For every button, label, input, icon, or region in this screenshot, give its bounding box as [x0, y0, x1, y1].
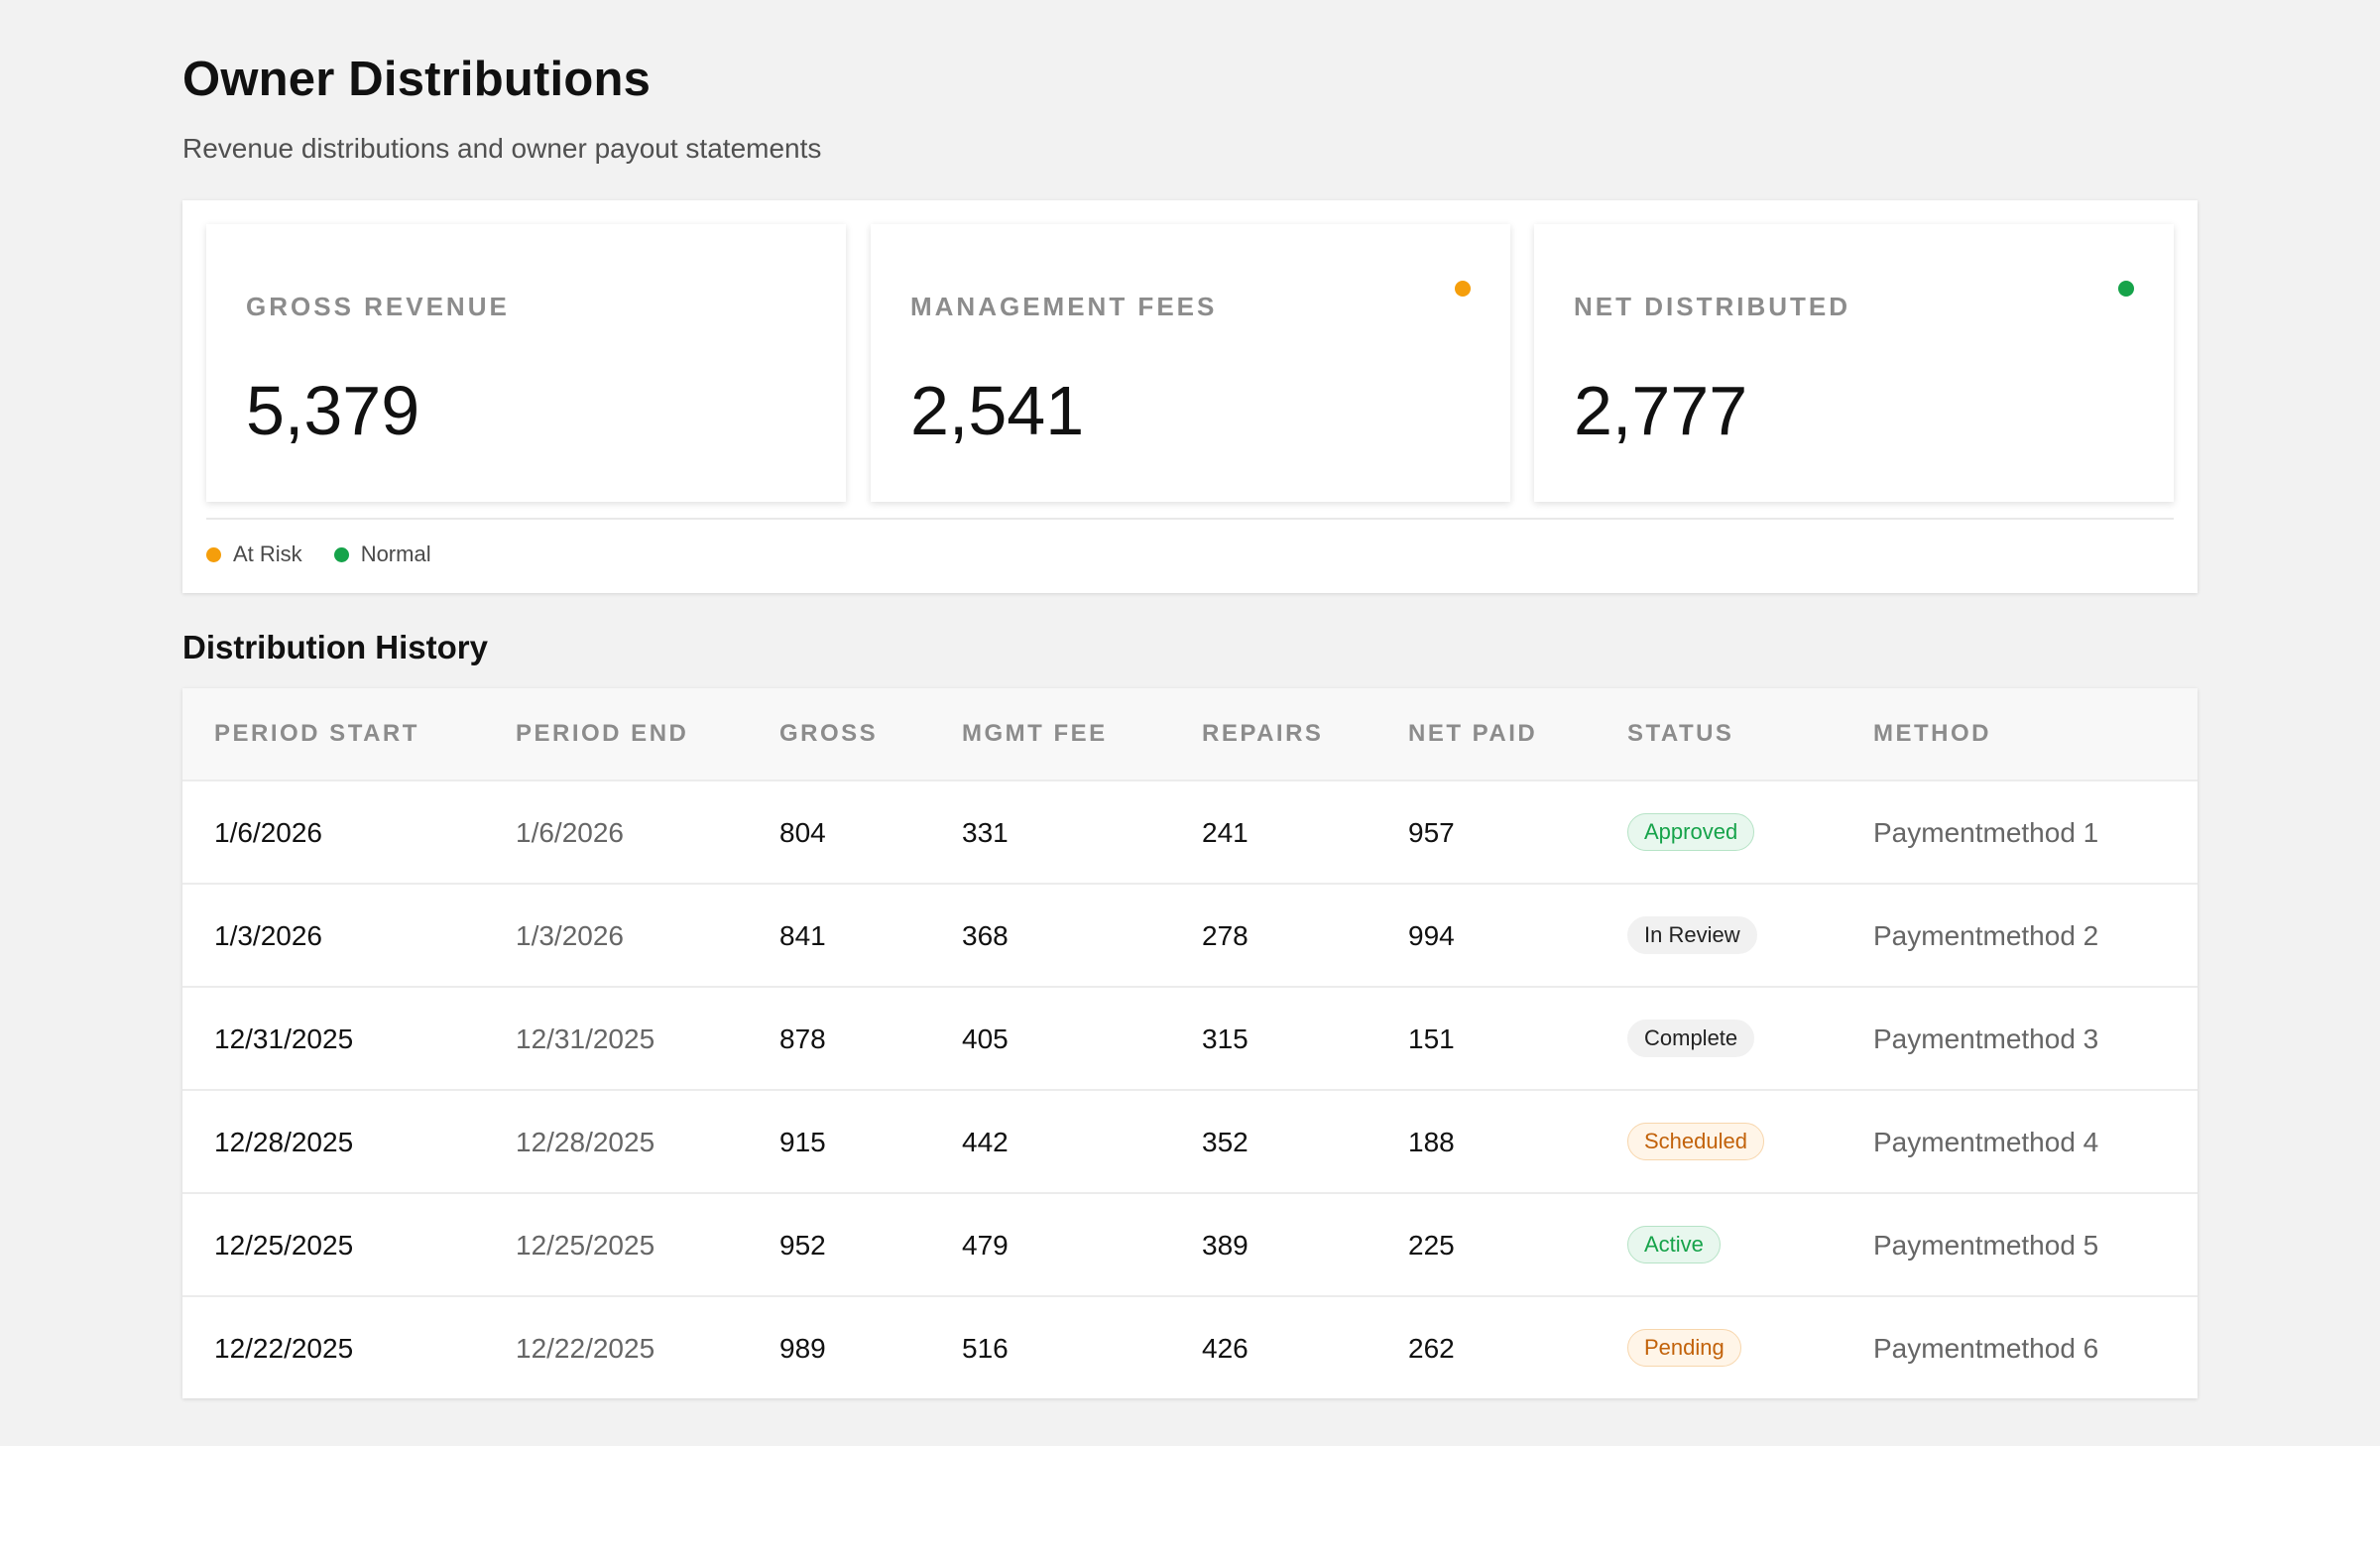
- cell-gross: 989: [779, 1333, 826, 1364]
- cell-repairs: 389: [1202, 1230, 1249, 1261]
- cell-period-end: 12/22/2025: [516, 1333, 655, 1364]
- kpi-card-management-fees[interactable]: MANAGEMENT FEES 2,541: [871, 224, 1510, 502]
- kpi-value: 2,541: [910, 372, 1085, 449]
- cell-net-paid: 225: [1408, 1230, 1455, 1261]
- cell-method: Paymentmethod 3: [1873, 1023, 2099, 1054]
- cell-gross: 952: [779, 1230, 826, 1261]
- column-header-period-end[interactable]: PERIOD END: [516, 720, 689, 747]
- status-badge: Active: [1627, 1226, 1721, 1263]
- status-badge: Scheduled: [1627, 1123, 1764, 1160]
- cell-mgmt-fee: 331: [962, 817, 1009, 848]
- table-row[interactable]: 12/31/2025 12/31/2025 878 405 315 151 Co…: [182, 986, 2198, 1089]
- cell-mgmt-fee: 479: [962, 1230, 1009, 1261]
- cell-net-paid: 262: [1408, 1333, 1455, 1364]
- cell-period-end: 12/31/2025: [516, 1023, 655, 1054]
- column-header-gross[interactable]: GROSS: [779, 720, 879, 747]
- column-header-period-start[interactable]: PERIOD START: [214, 720, 419, 747]
- legend-divider: [206, 518, 2174, 520]
- cell-period-start: 12/28/2025: [214, 1127, 354, 1157]
- legend-item-at-risk: At Risk: [206, 541, 302, 567]
- cell-period-end: 1/3/2026: [516, 920, 624, 951]
- status-dot-at-risk: [1455, 281, 1471, 297]
- distribution-history-table: PERIOD START PERIOD END GROSS MGMT FEE R…: [182, 688, 2198, 1398]
- cell-gross: 915: [779, 1127, 826, 1157]
- cell-method: Paymentmethod 6: [1873, 1333, 2099, 1364]
- table-header: PERIOD START PERIOD END GROSS MGMT FEE R…: [182, 688, 2198, 780]
- column-header-mgmt-fee[interactable]: MGMT FEE: [962, 720, 1108, 747]
- status-badge: Complete: [1627, 1020, 1755, 1057]
- cell-repairs: 241: [1202, 817, 1249, 848]
- cell-repairs: 352: [1202, 1127, 1249, 1157]
- page-background: Owner Distributions Revenue distribution…: [0, 0, 2380, 1446]
- legend-dot-at-risk: [206, 546, 221, 562]
- cell-repairs: 278: [1202, 920, 1249, 951]
- cell-method: Paymentmethod 2: [1873, 920, 2099, 951]
- table-row[interactable]: 1/6/2026 1/6/2026 804 331 241 957 Approv…: [182, 780, 2198, 883]
- legend-item-normal: Normal: [333, 541, 431, 567]
- cell-period-start: 12/22/2025: [214, 1333, 354, 1364]
- cell-net-paid: 151: [1408, 1023, 1455, 1054]
- status-badge: In Review: [1627, 916, 1757, 954]
- kpi-card-gross-revenue[interactable]: GROSS REVENUE 5,379: [206, 224, 846, 502]
- cell-net-paid: 957: [1408, 817, 1455, 848]
- column-header-method[interactable]: METHOD: [1873, 720, 1991, 747]
- cell-mgmt-fee: 368: [962, 920, 1009, 951]
- legend-label: Normal: [360, 541, 431, 566]
- status-dot-normal: [2118, 281, 2134, 297]
- status-legend: At Risk Normal: [206, 538, 463, 571]
- column-header-repairs[interactable]: REPAIRS: [1202, 720, 1324, 747]
- legend-dot-normal: [333, 546, 349, 562]
- legend-label: At Risk: [233, 541, 302, 566]
- kpi-card-net-distributed[interactable]: NET DISTRIBUTED 2,777: [1534, 224, 2174, 502]
- status-badge: Approved: [1627, 813, 1755, 851]
- kpi-panel: GROSS REVENUE 5,379 MANAGEMENT FEES 2,54…: [182, 200, 2198, 593]
- cell-method: Paymentmethod 5: [1873, 1230, 2099, 1261]
- column-header-net-paid[interactable]: NET PAID: [1408, 720, 1538, 747]
- kpi-value: 2,777: [1574, 372, 1748, 449]
- column-header-status[interactable]: STATUS: [1627, 720, 1734, 747]
- cell-repairs: 315: [1202, 1023, 1249, 1054]
- cell-gross: 841: [779, 920, 826, 951]
- table-row[interactable]: 1/3/2026 1/3/2026 841 368 278 994 In Rev…: [182, 883, 2198, 986]
- table-row[interactable]: 12/25/2025 12/25/2025 952 479 389 225 Ac…: [182, 1192, 2198, 1295]
- cell-period-end: 12/28/2025: [516, 1127, 655, 1157]
- cell-net-paid: 994: [1408, 920, 1455, 951]
- cell-mgmt-fee: 516: [962, 1333, 1009, 1364]
- kpi-label: GROSS REVENUE: [246, 292, 510, 321]
- table-row[interactable]: 12/22/2025 12/22/2025 989 516 426 262 Pe…: [182, 1295, 2198, 1398]
- cell-period-start: 12/25/2025: [214, 1230, 354, 1261]
- cell-method: Paymentmethod 4: [1873, 1127, 2099, 1157]
- page-title: Owner Distributions: [182, 53, 652, 106]
- kpi-label: NET DISTRIBUTED: [1574, 292, 1850, 321]
- cell-net-paid: 188: [1408, 1127, 1455, 1157]
- cell-repairs: 426: [1202, 1333, 1249, 1364]
- cell-method: Paymentmethod 1: [1873, 817, 2099, 848]
- cell-period-end: 12/25/2025: [516, 1230, 655, 1261]
- cell-period-end: 1/6/2026: [516, 817, 624, 848]
- cell-gross: 804: [779, 817, 826, 848]
- section-title-distribution-history: Distribution History: [182, 629, 489, 665]
- cell-period-start: 1/6/2026: [214, 817, 322, 848]
- status-badge: Pending: [1627, 1329, 1741, 1367]
- cell-mgmt-fee: 405: [962, 1023, 1009, 1054]
- table-row[interactable]: 12/28/2025 12/28/2025 915 442 352 188 Sc…: [182, 1089, 2198, 1192]
- page-subtitle: Revenue distributions and owner payout s…: [182, 133, 822, 164]
- cell-period-start: 1/3/2026: [214, 920, 322, 951]
- cell-mgmt-fee: 442: [962, 1127, 1009, 1157]
- kpi-value: 5,379: [246, 372, 420, 449]
- cell-gross: 878: [779, 1023, 826, 1054]
- cell-period-start: 12/31/2025: [214, 1023, 354, 1054]
- kpi-label: MANAGEMENT FEES: [910, 292, 1218, 321]
